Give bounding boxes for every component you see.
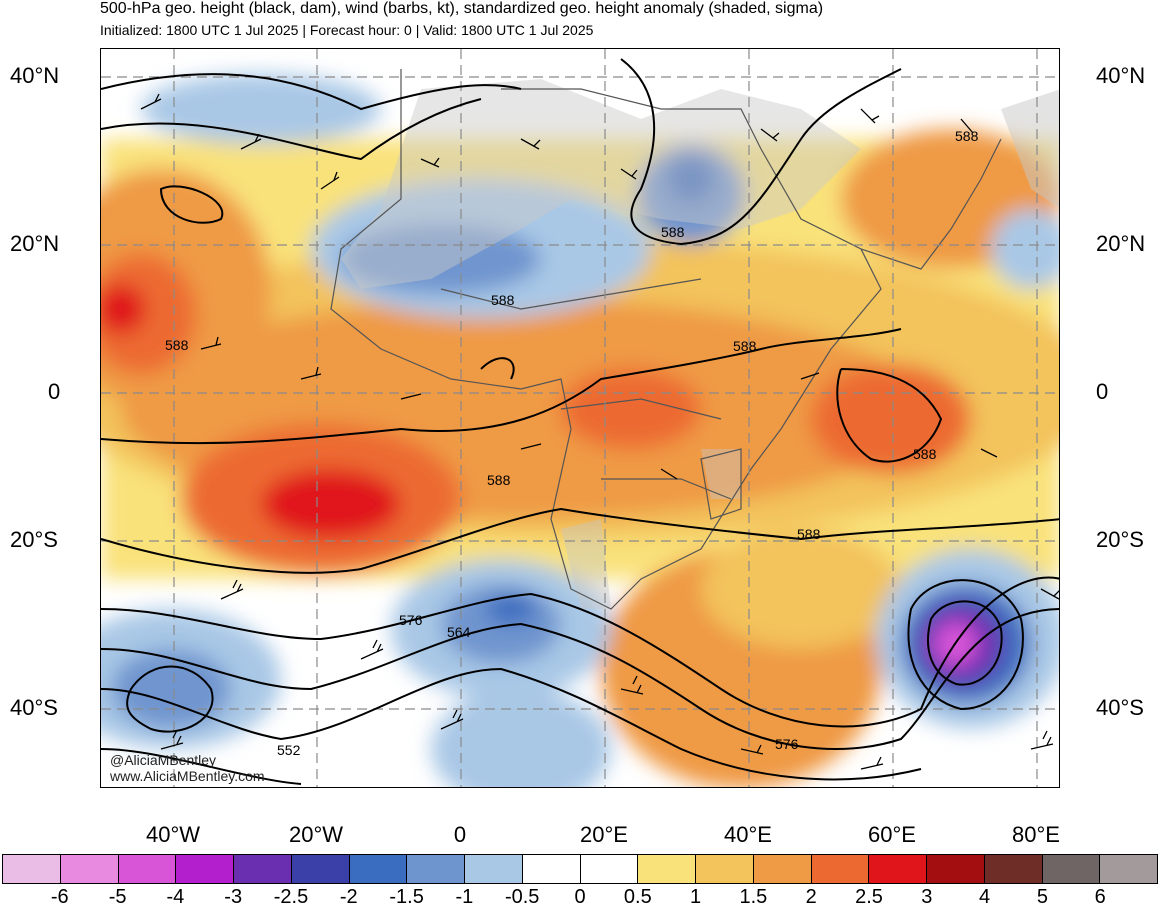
lon-label: 20°W [288,822,344,847]
lat-label-right: 40°N [1096,63,1146,88]
lat-label-right: 40°S [1096,695,1144,720]
lat-label-left: 40°N [10,63,60,88]
colorbar-swatch [522,855,581,883]
colorbar-tick-label: 6 [1094,886,1106,908]
contour-labels: 588 588 588 588 588 588 588 588 576 564 … [165,128,979,758]
contour-label: 588 [661,224,685,240]
colorbar-swatch [638,855,696,883]
colorbar-swatch [291,855,350,883]
colorbar-tick-label: -0.5 [504,886,540,908]
contour-label: 588 [491,292,515,308]
colorbar-swatch [1100,855,1157,883]
lat-lon-grid [101,49,1059,787]
colorbar-swatch [811,855,870,883]
colorbar-tick-label: 3 [921,886,933,908]
colorbar-tick-label: 5 [1036,886,1048,908]
colorbar-swatch [869,855,927,883]
credit-site: www.AliciaMBentley.com [110,768,265,784]
colorbar-tick-label: -4 [166,886,185,908]
colorbar-tick-label: -5 [108,886,127,908]
colorbar-tick-label: -2 [339,886,358,908]
lat-label-right: 20°N [1096,231,1146,256]
coastlines [330,69,1002,610]
colorbar-swatch [234,855,292,883]
lon-label: 20°E [580,822,628,847]
lat-label-left: 20°S [10,527,58,552]
colorbar-tick-label: -3 [224,886,243,908]
chart-subtitle: Initialized: 1800 UTC 1 Jul 2025 | Forec… [100,22,594,38]
colorbar-swatch [696,855,754,883]
colorbar-swatch [1042,855,1101,883]
colorbar-tick-label: 4 [979,886,991,908]
colorbar-tick-label: 1.5 [739,886,768,908]
lon-label: 80°E [1012,822,1060,847]
contour-label: 588 [955,128,979,144]
contour-label: 564 [447,624,471,640]
colorbar-swatch [984,855,1043,883]
contour-label: 588 [797,526,821,542]
map-panel: 588 588 588 588 588 588 588 588 576 564 … [100,48,1060,788]
wind-barbs [140,93,1059,770]
colorbar-swatch [60,855,119,883]
colorbar-swatch [176,855,234,883]
colorbar [2,854,1158,884]
lat-label-left: 20°N [10,231,60,256]
lat-label-right: 0 [1096,379,1109,404]
colorbar-swatch [3,855,61,883]
colorbar-swatch [118,855,177,883]
colorbar-tick-label: 1 [690,886,702,908]
contour-label: 588 [487,472,511,488]
colorbar-tick-label: 0.5 [623,886,652,908]
credit-handle: @AliciaMBentley [110,752,217,768]
contour-label: 588 [165,337,189,353]
colorbar-tick-label: 2.5 [855,886,883,908]
contour-label: 552 [277,742,301,758]
contour-label: 588 [913,446,937,462]
lat-label-left: 0 [48,379,61,404]
colorbar-swatch [927,855,985,883]
lat-label-right: 20°S [1096,527,1144,552]
anomaly-shading [101,74,1059,787]
lon-label: 60°E [868,822,916,847]
colorbar-tick-label: -6 [50,886,69,908]
contour-label: 588 [733,338,757,354]
colorbar-swatch [580,855,639,883]
colorbar-tick-label: 2 [805,886,817,908]
colorbar-tick-label: -1 [455,886,474,908]
lon-label: 0 [453,822,467,847]
colorbar-swatch [753,855,812,883]
anomaly-map: 588 588 588 588 588 588 588 588 576 564 … [101,49,1059,787]
colorbar-tick-label: 0 [574,886,586,908]
lat-label-left: 40°S [10,695,58,720]
chart-title: 500-hPa geo. height (black, dam), wind (… [100,0,824,17]
colorbar-swatch [407,855,465,883]
colorbar-tick-label: -2.5 [273,886,309,908]
height-contours [101,58,1059,785]
lon-label: 40°E [724,822,772,847]
colorbar-swatch [349,855,408,883]
lon-label: 40°W [145,822,201,847]
contour-label: 576 [775,736,799,752]
colorbar-swatch [465,855,523,883]
colorbar-tick-label: -1.5 [389,886,424,908]
contour-label: 576 [399,612,423,628]
